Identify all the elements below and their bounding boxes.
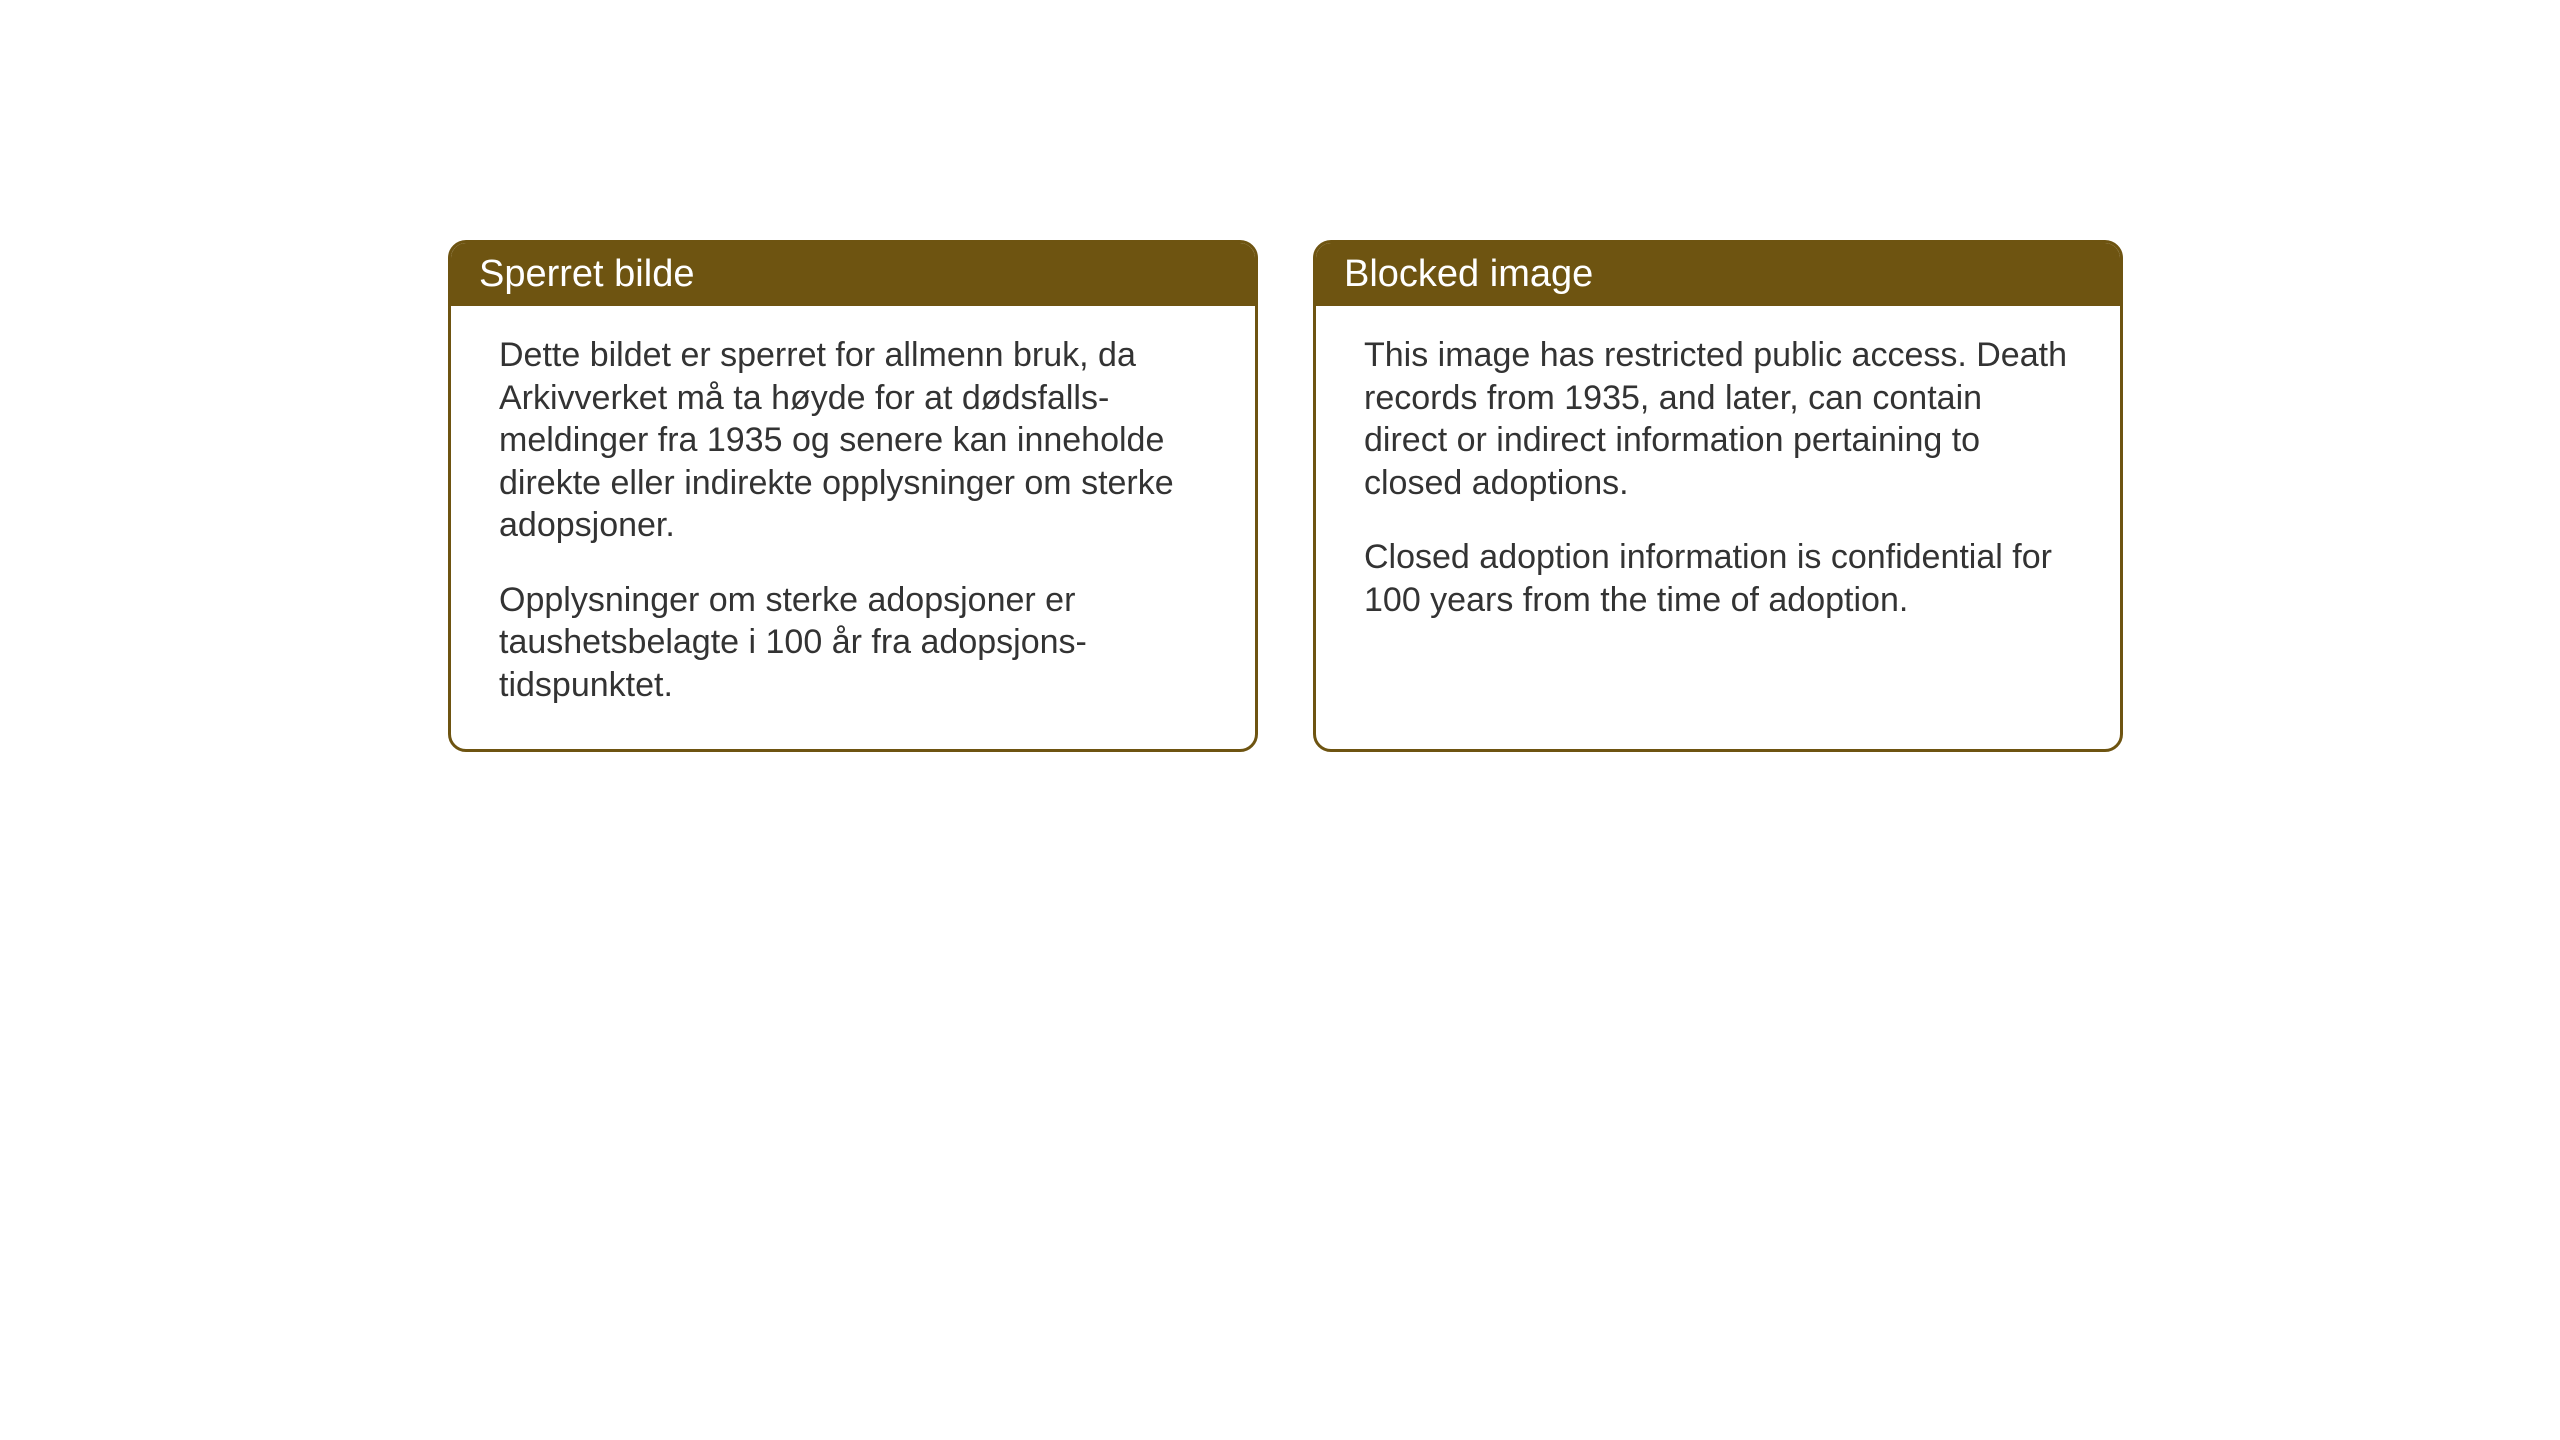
card-title-norwegian: Sperret bilde xyxy=(479,253,694,295)
card-header-norwegian: Sperret bilde xyxy=(451,243,1255,306)
notice-card-english: Blocked image This image has restricted … xyxy=(1313,240,2123,752)
card-title-english: Blocked image xyxy=(1344,253,1593,295)
card-body-norwegian: Dette bildet er sperret for allmenn bruk… xyxy=(451,306,1255,746)
card-body-english: This image has restricted public access.… xyxy=(1316,306,2120,661)
paragraph-1-norwegian: Dette bildet er sperret for allmenn bruk… xyxy=(499,334,1207,547)
paragraph-1-english: This image has restricted public access.… xyxy=(1364,334,2072,504)
card-header-english: Blocked image xyxy=(1316,243,2120,306)
notice-card-norwegian: Sperret bilde Dette bildet er sperret fo… xyxy=(448,240,1258,752)
notice-container: Sperret bilde Dette bildet er sperret fo… xyxy=(448,240,2123,752)
paragraph-2-norwegian: Opplysninger om sterke adopsjoner er tau… xyxy=(499,579,1207,707)
paragraph-2-english: Closed adoption information is confident… xyxy=(1364,536,2072,621)
